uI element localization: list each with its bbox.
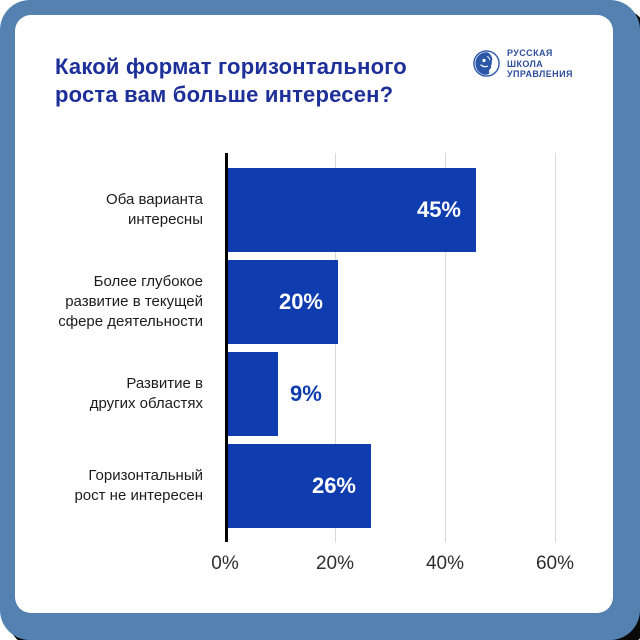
bar: 9% xyxy=(228,352,322,436)
bar-value-label: 20% xyxy=(278,289,323,314)
gridline xyxy=(445,153,446,542)
poster-card: Какой формат горизонтального роста вам б… xyxy=(15,15,613,613)
gridline xyxy=(555,153,556,542)
bar: 20% xyxy=(228,260,338,344)
x-tick-label: 0% xyxy=(211,553,239,574)
bar-value-label: 26% xyxy=(311,473,356,498)
bar-value-label: 45% xyxy=(416,197,461,222)
bar-chart: Оба варианта интересны 45% Более глубокое … xyxy=(58,153,593,574)
page-title-line2: роста вам больше интересен? xyxy=(55,82,394,107)
bar: 45% xyxy=(228,168,476,252)
page-title: Какой формат горизонтального роста вам б… xyxy=(55,53,455,109)
logo-line-1: РУССКАЯ xyxy=(507,48,553,58)
logo-line-3: УПРАВЛЕНИЯ xyxy=(507,69,573,79)
logo: РУССКАЯ ШКОЛА УПРАВЛЕНИЯ xyxy=(473,48,573,80)
category-label: Горизонтальный рост не интересен xyxy=(74,467,203,504)
category-label: Более глубокое развитие в текущей сфере … xyxy=(58,273,203,330)
bar: 26% xyxy=(228,444,371,528)
gridline xyxy=(335,153,336,542)
x-tick-label: 20% xyxy=(315,553,355,574)
logo-line-2: ШКОЛА xyxy=(507,58,544,69)
bar-value-label: 9% xyxy=(290,381,322,406)
page-title-line1: Какой формат горизонтального xyxy=(55,54,407,79)
y-axis-line xyxy=(225,153,228,542)
category-label: Оба варианта интересны xyxy=(106,191,203,228)
logo-wordmark: РУССКАЯ ШКОЛА УПРАВЛЕНИЯ xyxy=(507,48,573,80)
x-tick-label: 60% xyxy=(535,553,575,574)
x-tick-label: 40% xyxy=(425,553,465,574)
logo-icon xyxy=(473,50,500,78)
category-label: Развитие в других областях xyxy=(89,375,203,412)
